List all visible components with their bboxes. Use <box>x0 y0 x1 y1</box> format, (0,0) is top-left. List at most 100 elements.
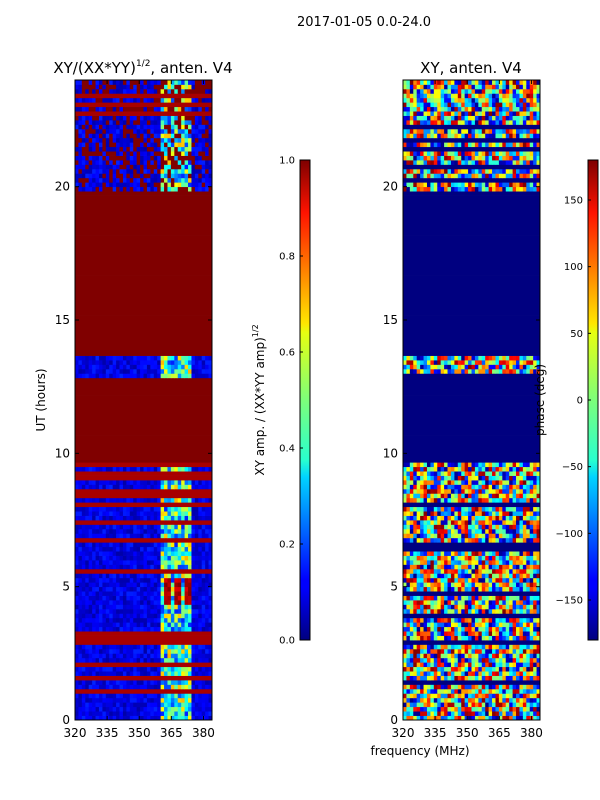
heatmap-cell <box>416 662 421 668</box>
heatmap-cell <box>92 653 96 659</box>
heatmap-cell <box>112 608 117 614</box>
heatmap-cell <box>461 666 466 672</box>
heatmap-cell <box>143 551 148 556</box>
heatmap-cell <box>464 364 469 370</box>
heatmap-cell <box>406 480 411 485</box>
heatmap-cell <box>102 80 110 85</box>
heatmap-cell <box>201 511 206 516</box>
heatmap-cell <box>95 511 100 516</box>
heatmap-cell <box>409 631 414 636</box>
x-tick-label: 350 <box>128 726 151 740</box>
heatmap-cell <box>116 484 120 490</box>
heatmap-cell <box>78 177 90 183</box>
heatmap-cell <box>440 648 445 654</box>
heatmap-cell <box>116 137 120 143</box>
heatmap-cell <box>205 613 209 619</box>
heatmap-cell <box>177 648 182 654</box>
heatmap-cell <box>474 560 479 565</box>
heatmap-cell <box>502 524 507 530</box>
heatmap-cell <box>112 560 117 565</box>
heatmap-cell <box>153 84 165 90</box>
heatmap-cell <box>444 608 448 614</box>
heatmap-cell <box>160 653 165 659</box>
heatmap-cell <box>153 586 158 592</box>
heatmap-cell <box>98 133 103 139</box>
heatmap-cell <box>119 164 127 170</box>
heatmap-cell <box>529 520 534 525</box>
heatmap-cell <box>112 644 117 650</box>
heatmap-cell <box>201 373 206 379</box>
heatmap-cell <box>454 364 459 370</box>
heatmap-cell <box>485 551 490 556</box>
heatmap-cell <box>181 546 185 552</box>
heatmap-cell <box>188 680 192 685</box>
heatmap-cell <box>136 702 141 708</box>
heatmap-cell <box>116 528 120 534</box>
heatmap-cell <box>430 706 435 712</box>
heatmap-cell <box>133 586 138 592</box>
heatmap-cell <box>174 533 179 539</box>
heatmap-cell <box>516 711 520 716</box>
heatmap-cell <box>150 577 155 583</box>
heatmap-cell <box>201 622 206 628</box>
heatmap-cell <box>536 555 540 561</box>
heatmap-cell <box>150 657 155 663</box>
heatmap-cell <box>181 715 185 720</box>
heatmap-cell <box>454 662 459 668</box>
heatmap-cell <box>474 537 479 543</box>
heatmap-cell <box>533 466 537 472</box>
heatmap-cell <box>403 684 407 690</box>
heatmap-cell <box>505 626 510 632</box>
heatmap-cell <box>85 622 90 628</box>
heatmap-cell <box>478 497 483 503</box>
heatmap-cell <box>495 604 500 610</box>
heatmap-cell <box>167 164 172 170</box>
heatmap-cell <box>81 115 86 121</box>
heatmap-cell <box>485 528 490 534</box>
heatmap-cell <box>194 480 199 485</box>
heatmap-cell <box>122 84 127 90</box>
heatmap-cell <box>481 528 486 534</box>
heatmap-cell <box>447 635 452 641</box>
heatmap-cell <box>529 595 534 601</box>
heatmap-cell <box>143 506 148 512</box>
heatmap-cell <box>416 671 421 676</box>
heatmap-cell <box>457 586 462 592</box>
heatmap-cell <box>416 520 421 525</box>
heatmap-cell <box>102 671 107 676</box>
heatmap-cell <box>440 617 445 623</box>
heatmap-cell <box>533 600 537 605</box>
heatmap-cell <box>478 475 483 481</box>
heatmap-cell <box>512 675 517 681</box>
heatmap-cell <box>471 360 476 365</box>
heatmap-cell <box>160 622 165 628</box>
heatmap-cell <box>194 80 203 85</box>
heatmap-cell <box>81 524 86 530</box>
heatmap-cell <box>181 622 185 628</box>
heatmap-cell <box>122 497 127 503</box>
heatmap-cell <box>140 604 144 610</box>
heatmap-cell <box>109 368 114 374</box>
heatmap-cell <box>406 653 411 659</box>
heatmap-cell <box>167 80 172 85</box>
heatmap-cell <box>95 168 100 174</box>
heatmap-cell <box>105 128 110 134</box>
heatmap-cell <box>122 484 127 490</box>
heatmap-cell <box>208 577 212 583</box>
heatmap-cell <box>174 706 179 712</box>
heatmap-cell <box>105 680 110 685</box>
heatmap-cell <box>516 604 520 610</box>
heatmap-cell <box>116 582 120 588</box>
heatmap-cell <box>492 568 496 574</box>
heatmap-cell <box>201 600 206 605</box>
heatmap-cell <box>92 613 96 619</box>
heatmap-cell <box>85 155 90 161</box>
heatmap-cell <box>133 613 138 619</box>
heatmap-cell <box>468 675 472 681</box>
heatmap-cell <box>75 715 79 720</box>
heatmap-cell <box>454 497 459 503</box>
heatmap-cell <box>160 560 165 565</box>
heatmap-cell <box>208 128 212 134</box>
heatmap-cell <box>136 524 141 530</box>
heatmap-cell <box>529 604 534 610</box>
